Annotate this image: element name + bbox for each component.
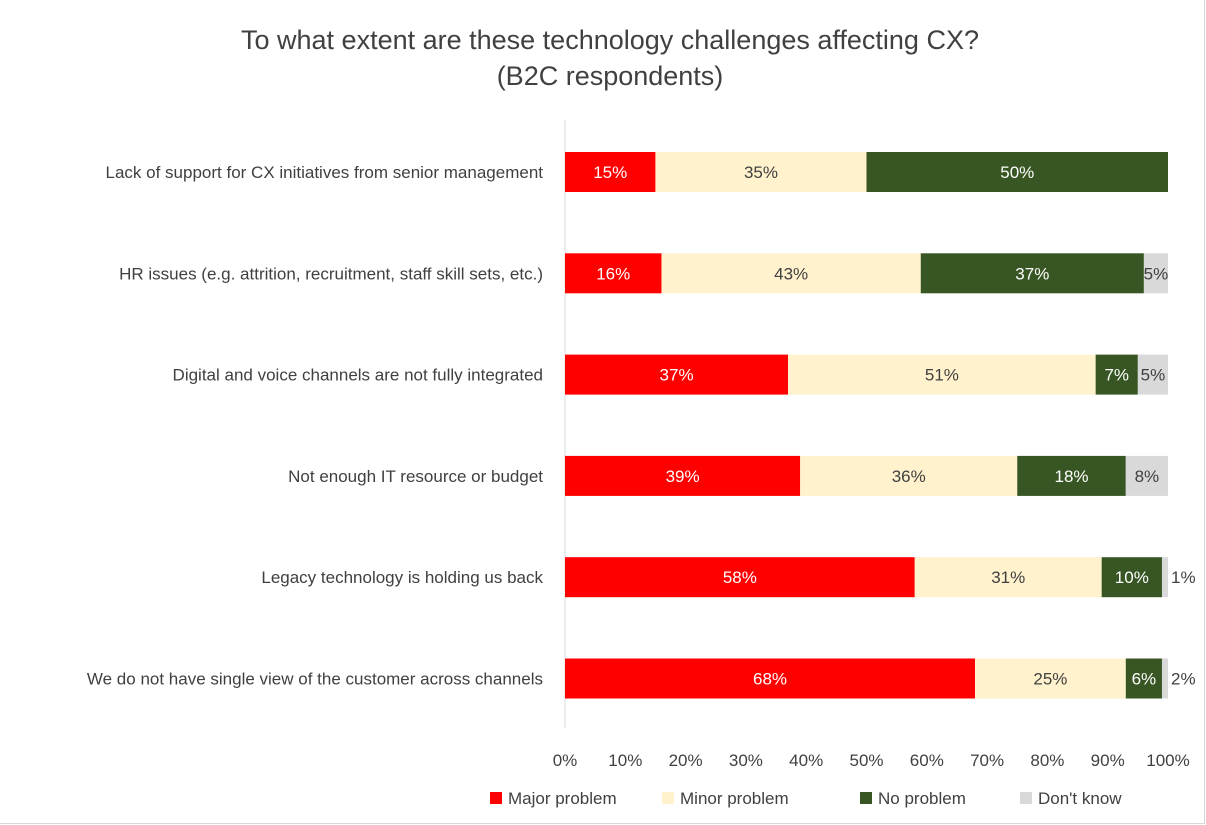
x-tick-label: 100% — [1146, 751, 1189, 770]
data-label: 18% — [1055, 467, 1089, 486]
bar-segment — [1095, 354, 1138, 395]
category-label: We do not have single view of the custom… — [87, 670, 543, 689]
bar-segment — [565, 658, 976, 699]
data-label: 68% — [753, 670, 787, 689]
legend-swatch — [662, 792, 674, 804]
data-label: 7% — [1104, 366, 1129, 385]
data-label: 50% — [1000, 163, 1034, 182]
data-label: 2% — [1171, 670, 1196, 689]
legend-swatch — [860, 792, 872, 804]
data-label: 25% — [1033, 670, 1067, 689]
bar-segment — [565, 152, 656, 192]
bar-segment — [661, 253, 921, 294]
data-label: 5% — [1141, 366, 1166, 385]
x-tick-label: 10% — [608, 751, 642, 770]
legend-label: Don't know — [1038, 789, 1122, 808]
legend-swatch — [490, 792, 502, 804]
data-label: 58% — [723, 568, 757, 587]
bar-segment — [1101, 557, 1162, 598]
bar-segment — [565, 253, 662, 294]
legend-label: Minor problem — [680, 789, 789, 808]
x-tick-label: 90% — [1091, 751, 1125, 770]
bar-segment — [975, 658, 1126, 699]
x-tick-label: 80% — [1030, 751, 1064, 770]
bar-segment — [1161, 658, 1168, 699]
bar-segment — [800, 455, 1018, 496]
legend-swatch — [1020, 792, 1032, 804]
data-label: 36% — [892, 467, 926, 486]
data-label: 16% — [596, 264, 630, 283]
x-tick-label: 0% — [553, 751, 578, 770]
bar-segment — [1161, 557, 1168, 598]
data-label: 39% — [666, 467, 700, 486]
data-label: 1% — [1171, 568, 1196, 587]
category-label: Digital and voice channels are not fully… — [173, 366, 543, 385]
bar-segment — [565, 557, 915, 598]
bar-segment — [1017, 455, 1126, 496]
data-label: 43% — [774, 264, 808, 283]
bar-segment — [920, 253, 1144, 294]
data-label: 35% — [744, 163, 778, 182]
bar-segment — [788, 354, 1096, 395]
bar-segment — [1125, 455, 1168, 496]
category-label: Legacy technology is holding us back — [261, 568, 543, 587]
category-label: Lack of support for CX initiatives from … — [106, 163, 544, 182]
bar-segment — [1125, 658, 1162, 699]
bar-segment — [914, 557, 1102, 598]
x-tick-label: 40% — [789, 751, 823, 770]
legend-label: No problem — [878, 789, 966, 808]
data-label: 6% — [1132, 670, 1157, 689]
bar-segment — [866, 152, 1168, 192]
bar-segment — [655, 152, 867, 192]
data-label: 37% — [1015, 264, 1049, 283]
chart-subtitle: (B2C respondents) — [496, 61, 724, 91]
x-tick-label: 60% — [910, 751, 944, 770]
chart-title-line1: To what extent are these technology chal… — [241, 25, 979, 55]
bar-segment — [565, 354, 789, 395]
chart-title: To what extent are these technology chal… — [0, 22, 1206, 94]
data-label: 31% — [991, 568, 1025, 587]
bar-segment — [565, 455, 801, 496]
x-tick-label: 20% — [669, 751, 703, 770]
legend-label: Major problem — [508, 789, 617, 808]
category-label: Not enough IT resource or budget — [288, 467, 543, 486]
x-tick-label: 50% — [849, 751, 883, 770]
category-label: HR issues (e.g. attrition, recruitment, … — [119, 264, 543, 283]
bar-segment — [1143, 253, 1168, 294]
data-label: 15% — [593, 163, 627, 182]
data-label: 10% — [1115, 568, 1149, 587]
bar-segment — [1137, 354, 1168, 395]
x-tick-label: 30% — [729, 751, 763, 770]
x-tick-label: 70% — [970, 751, 1004, 770]
data-label: 37% — [660, 366, 694, 385]
data-label: 8% — [1135, 467, 1160, 486]
data-label: 5% — [1144, 264, 1169, 283]
data-label: 51% — [925, 366, 959, 385]
